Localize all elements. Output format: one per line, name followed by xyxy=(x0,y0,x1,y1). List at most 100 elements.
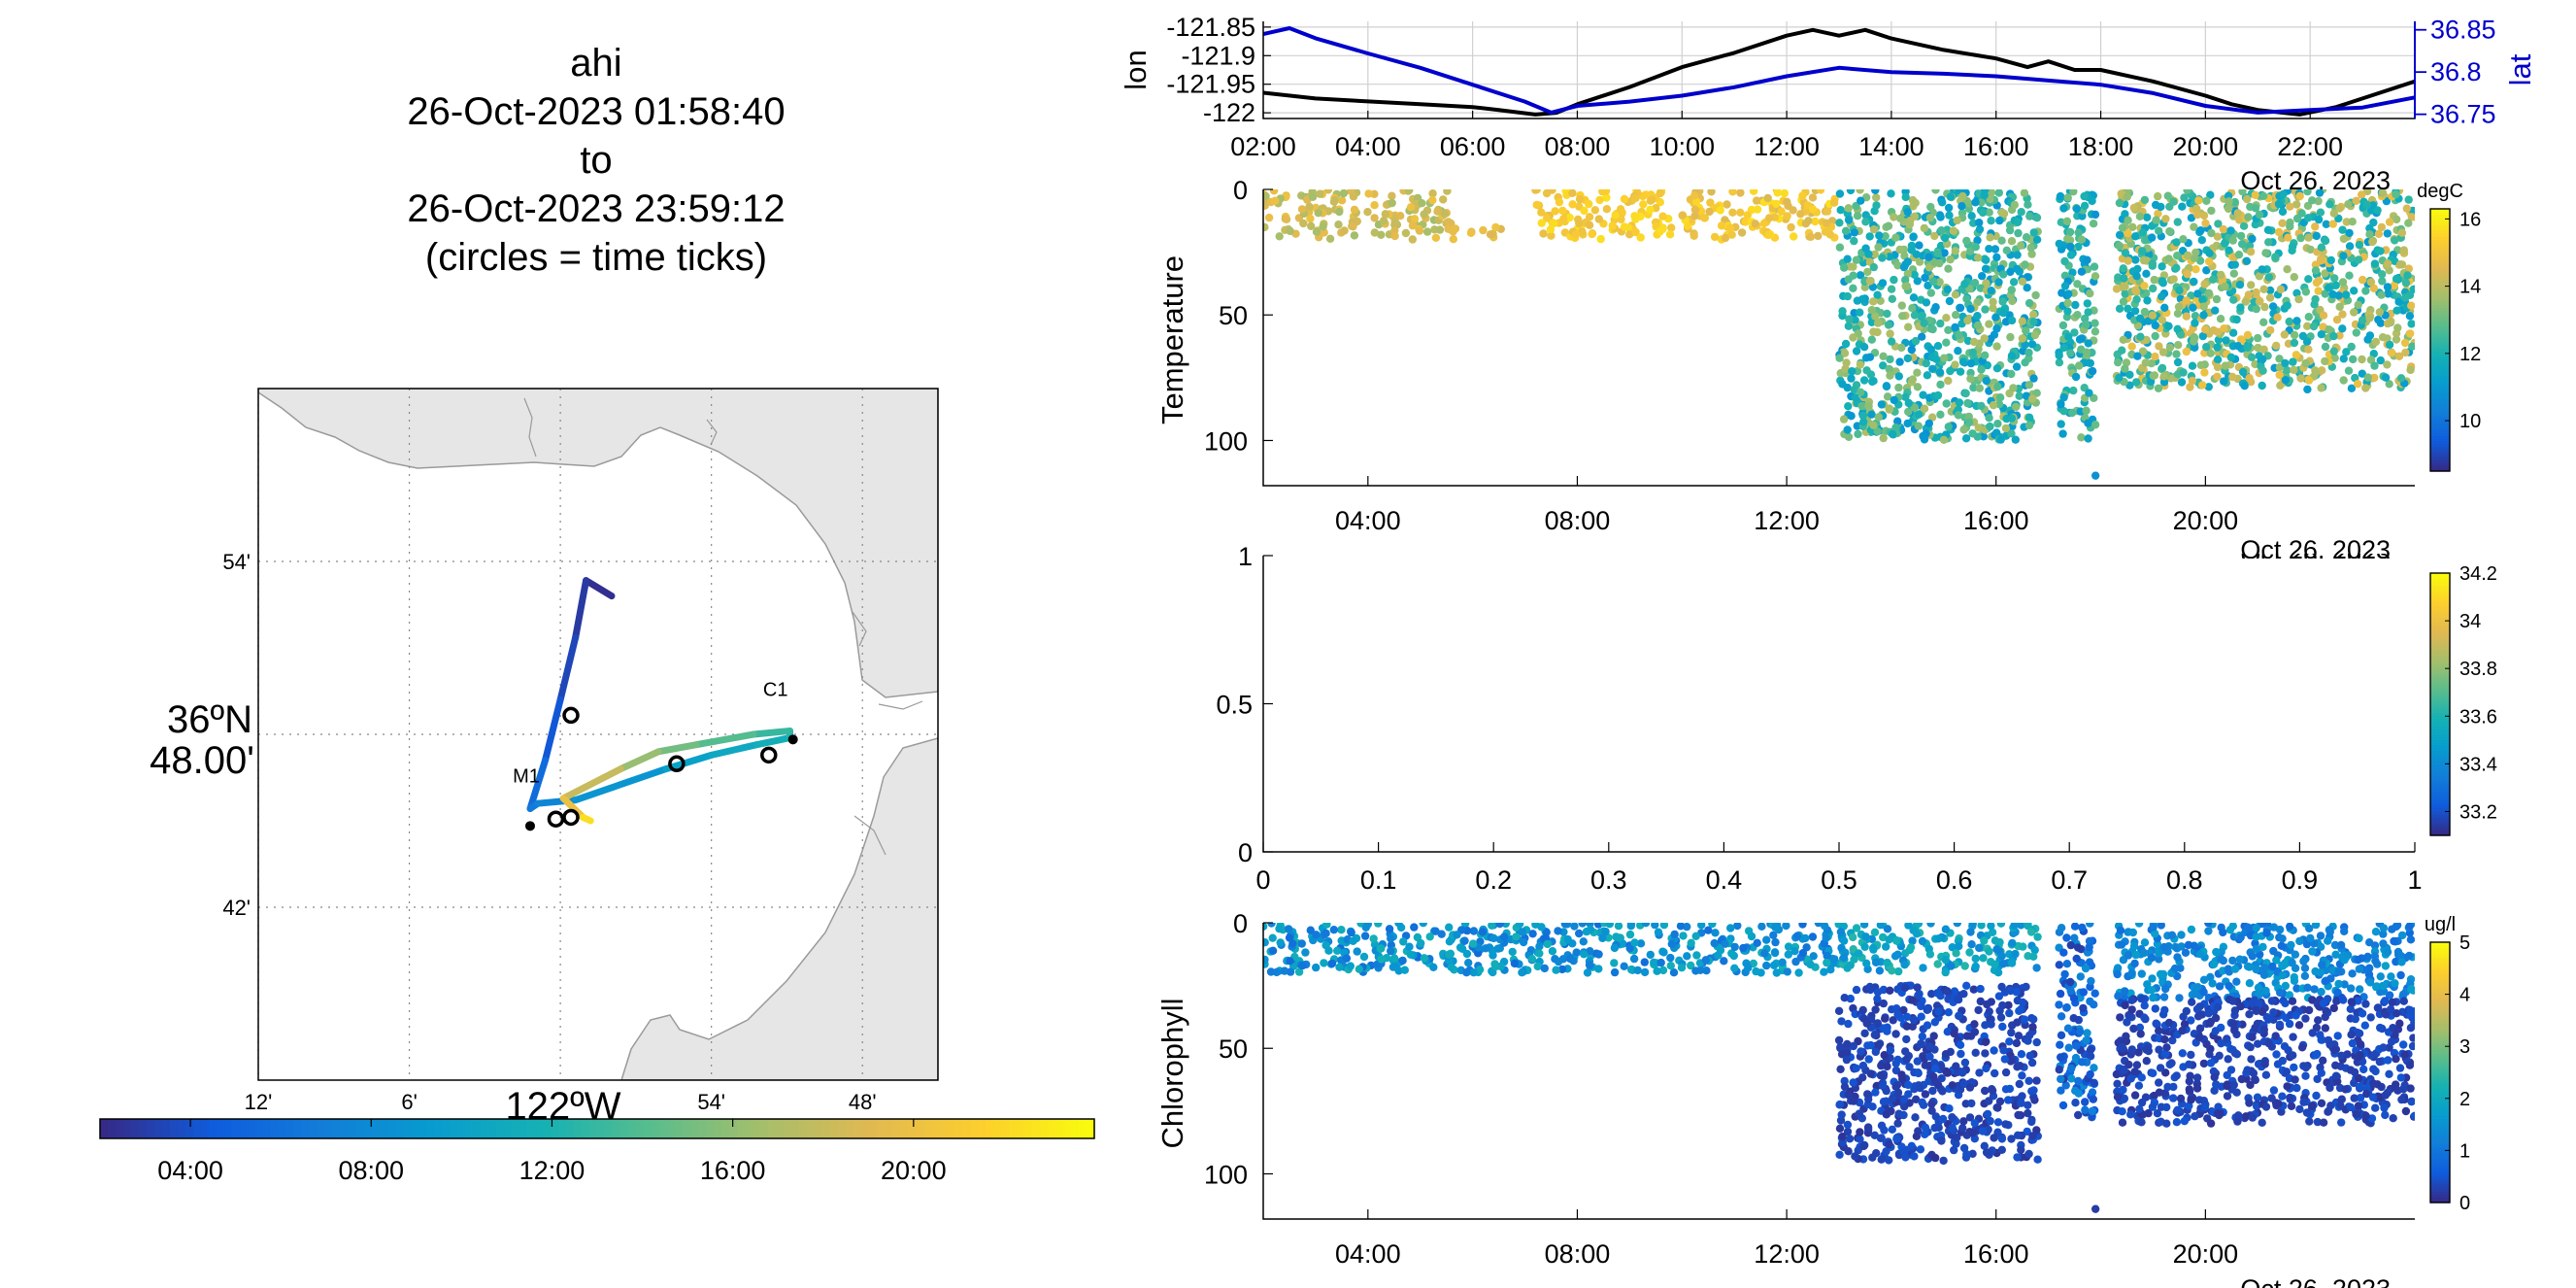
data-point xyxy=(1330,196,1339,205)
colorbar-swatch xyxy=(100,1119,109,1138)
data-point xyxy=(2119,264,2127,273)
data-point xyxy=(2407,213,2415,221)
data-point xyxy=(1639,200,1648,209)
data-point xyxy=(1676,923,1686,931)
data-point xyxy=(2187,1050,2195,1060)
colorbar-swatch xyxy=(2430,441,2450,445)
data-point xyxy=(1944,423,1954,431)
data-point xyxy=(2204,288,2214,297)
station-marker xyxy=(787,734,798,745)
data-point xyxy=(1493,944,1502,953)
data-point xyxy=(2225,982,2233,991)
data-point xyxy=(2155,226,2163,235)
colorbar-swatch xyxy=(2430,655,2450,659)
colorbar-swatch xyxy=(481,1119,489,1138)
data-point xyxy=(1850,386,1859,394)
data-point xyxy=(1910,311,1920,320)
colorbar-swatch xyxy=(2430,780,2450,785)
data-point xyxy=(1388,191,1396,200)
data-point xyxy=(2014,228,2023,238)
data-point xyxy=(1894,383,1903,392)
data-point xyxy=(2112,285,2122,293)
colorbar-swatch xyxy=(2430,438,2450,442)
data-point xyxy=(2131,255,2140,264)
data-point xyxy=(2384,259,2392,268)
data-point xyxy=(1931,303,1940,312)
colorbar-swatch xyxy=(838,1119,847,1138)
data-point xyxy=(2069,189,2078,196)
data-point xyxy=(2013,1131,2023,1140)
data-point xyxy=(1798,191,1807,200)
colorbar-swatch xyxy=(2430,274,2450,278)
lonlat-ylabel: lon xyxy=(1119,50,1153,89)
data-point xyxy=(1829,198,1839,207)
data-point xyxy=(1860,1029,1869,1038)
data-point xyxy=(2340,980,2349,989)
data-point xyxy=(1966,928,1975,936)
data-point xyxy=(1266,967,1276,976)
data-point xyxy=(2224,965,2232,973)
data-point xyxy=(1852,924,1861,932)
data-point xyxy=(2177,378,2187,387)
data-point xyxy=(1853,212,1862,220)
data-point xyxy=(2032,235,2042,244)
data-point xyxy=(1851,393,1859,402)
data-point xyxy=(1876,923,1886,930)
data-point xyxy=(2066,977,2075,987)
data-point xyxy=(1982,1148,1991,1157)
data-point xyxy=(1893,417,1902,425)
data-point xyxy=(2376,356,2385,365)
data-point xyxy=(1991,960,1999,969)
lonlat-axes: 02:00 04:00 06:00 08:00 10:00 12:00 14:00 16:00… xyxy=(1119,13,2537,195)
data-point xyxy=(1872,193,1881,202)
data-point xyxy=(2402,204,2411,213)
data-point xyxy=(2370,259,2380,268)
colorbar-swatch xyxy=(2430,775,2450,779)
data-point xyxy=(1918,1098,1926,1107)
colorbar-swatch xyxy=(2430,674,2450,678)
colorbar-swatch xyxy=(2430,682,2450,686)
data-point xyxy=(1852,347,1861,356)
data-point xyxy=(1297,939,1307,948)
data-point xyxy=(1875,231,1884,240)
data-point xyxy=(1903,208,1913,217)
data-point xyxy=(2132,1061,2142,1069)
data-point xyxy=(2057,400,2065,409)
data-point xyxy=(1823,951,1831,961)
colorbar-swatch xyxy=(2430,455,2450,458)
data-point xyxy=(1604,933,1613,942)
data-point xyxy=(2091,327,2100,336)
data-point xyxy=(2268,302,2278,311)
data-point xyxy=(2126,1110,2135,1119)
colorbar-swatch xyxy=(2430,789,2450,793)
track-segment xyxy=(708,741,760,759)
data-point xyxy=(2121,364,2129,373)
data-point xyxy=(2379,939,2388,948)
data-point xyxy=(1956,303,1965,313)
data-point xyxy=(1374,923,1383,928)
colorbar-tick-label: 20:00 xyxy=(881,1156,947,1185)
data-point xyxy=(2071,1053,2081,1063)
data-point xyxy=(1546,225,1556,234)
data-point xyxy=(2192,204,2201,214)
data-point xyxy=(1927,1106,1936,1115)
data-point xyxy=(1882,1147,1890,1156)
data-point xyxy=(1935,368,1945,377)
data-point xyxy=(1814,923,1823,928)
data-point xyxy=(2248,234,2257,244)
colorbar-swatch xyxy=(2430,600,2450,604)
data-point xyxy=(1540,964,1550,973)
data-point xyxy=(1874,413,1884,422)
data-point xyxy=(2029,310,2038,319)
data-point xyxy=(1425,932,1434,941)
data-point xyxy=(1992,342,2001,351)
data-point xyxy=(2058,429,2067,438)
colorbar-swatch xyxy=(2430,816,2450,820)
data-point xyxy=(1952,1062,1960,1070)
data-point xyxy=(1975,943,1984,953)
data-point xyxy=(2278,970,2288,980)
data-point xyxy=(1314,209,1322,218)
data-point xyxy=(2258,1118,2266,1128)
data-point xyxy=(1977,198,1986,207)
data-point xyxy=(2184,940,2193,950)
